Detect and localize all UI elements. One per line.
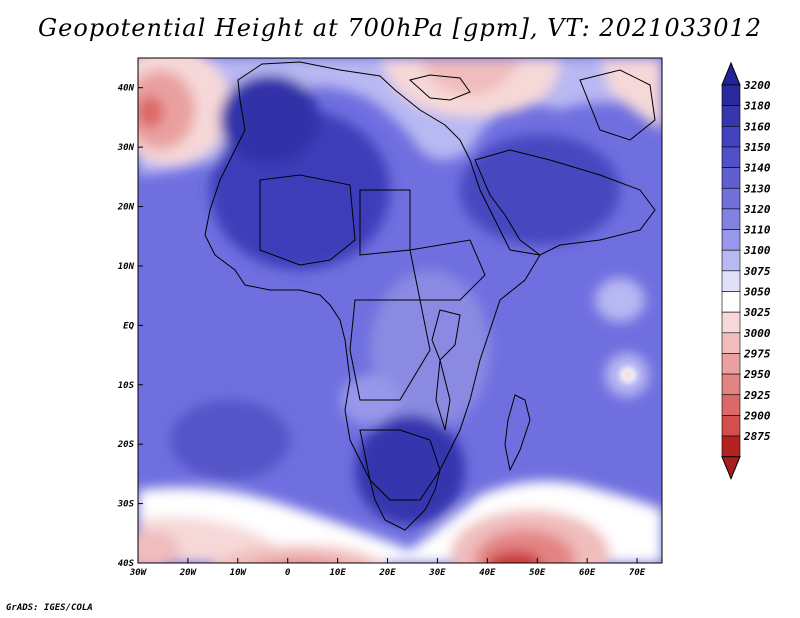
colorbar-swatch — [721, 84, 741, 106]
colorbar-swatch — [721, 105, 741, 127]
height-field — [138, 58, 662, 563]
x-tick-label: 60E — [579, 568, 596, 578]
x-axis: 30W 20W 10W 0 10E 20E 30E 40E 50E 60E 70E — [129, 558, 646, 578]
y-tick-label: 10S — [118, 381, 135, 391]
colorbar-label: 2950 — [743, 368, 771, 381]
y-tick-label: 10N — [118, 262, 135, 272]
y-tick-label: 40N — [118, 84, 135, 94]
x-tick-label: 40E — [479, 568, 496, 578]
colorbar-top-arrow — [721, 61, 741, 86]
colorbar-swatch — [721, 435, 741, 457]
colorbar-label: 2900 — [743, 409, 771, 422]
colorbar-swatch — [721, 415, 741, 437]
y-tick-label: 30N — [117, 143, 135, 153]
y-tick-label: 20N — [117, 203, 135, 213]
colorbar-label: 3130 — [743, 182, 771, 195]
colorbar-label: 3180 — [743, 100, 771, 113]
colorbar-swatch — [721, 332, 741, 354]
x-tick-label: 50E — [529, 568, 546, 578]
colorbar: 3200 3180 3160 3150 3140 3130 3120 3110 3100 3075… — [721, 61, 771, 481]
y-tick-label: EQ — [123, 321, 134, 331]
colorbar-label: 3000 — [743, 327, 771, 340]
colorbar-label: 3120 — [743, 203, 771, 216]
plot-frame — [137, 57, 663, 564]
colorbar-swatch — [721, 229, 741, 251]
colorbar-swatch — [721, 208, 741, 230]
colorbar-swatch — [721, 187, 741, 210]
x-tick-label: 0 — [285, 568, 291, 578]
x-tick-label: 20W — [179, 568, 198, 578]
colorbar-swatch — [721, 270, 741, 292]
x-tick-label: 70E — [629, 568, 646, 578]
y-tick-label: 30S — [117, 500, 135, 510]
colorbar-swatch — [721, 373, 741, 396]
x-tick-label: 20E — [378, 568, 396, 578]
colorbar-swatch — [721, 291, 741, 313]
x-tick-label: 10E — [329, 568, 346, 578]
y-tick-label: 20S — [117, 440, 135, 450]
colorbar-label: 3025 — [743, 306, 771, 319]
map-title: Geopotential Height at 700hPa [gpm], VT:… — [38, 14, 762, 42]
coastlines — [204, 61, 656, 531]
colorbar-label: 3200 — [743, 79, 771, 92]
colorbar-label: 2925 — [743, 389, 771, 402]
colorbar-swatch — [721, 311, 741, 334]
x-tick-label: 30E — [428, 568, 446, 578]
colorbar-swatch — [721, 353, 741, 375]
colorbar-swatch — [721, 394, 741, 416]
colorbar-label: 3150 — [743, 141, 771, 154]
colorbar-label: 3050 — [743, 286, 771, 299]
colorbar-label: 3160 — [743, 120, 771, 133]
colorbar-label: 3140 — [743, 162, 771, 175]
y-tick-label: 40S — [118, 559, 135, 569]
x-tick-label: 30W — [129, 568, 148, 578]
colorbar-swatch — [721, 146, 741, 168]
colorbar-bottom-arrow — [721, 456, 741, 481]
colorbar-label: 2875 — [743, 430, 771, 443]
x-tick-label: 10W — [230, 568, 248, 578]
y-axis: 40N 30N 20N 10N EQ 10S 20S 30S 40S — [117, 84, 143, 569]
credit-text: GrADS: IGES/COLA — [6, 603, 93, 613]
colorbar-label: 3075 — [743, 265, 771, 278]
colorbar-swatch — [721, 249, 741, 272]
colorbar-label: 3110 — [743, 224, 771, 237]
colorbar-swatch — [721, 126, 741, 148]
colorbar-label: 2975 — [743, 347, 771, 360]
colorbar-swatch — [721, 167, 741, 189]
colorbar-label: 3100 — [743, 244, 771, 257]
